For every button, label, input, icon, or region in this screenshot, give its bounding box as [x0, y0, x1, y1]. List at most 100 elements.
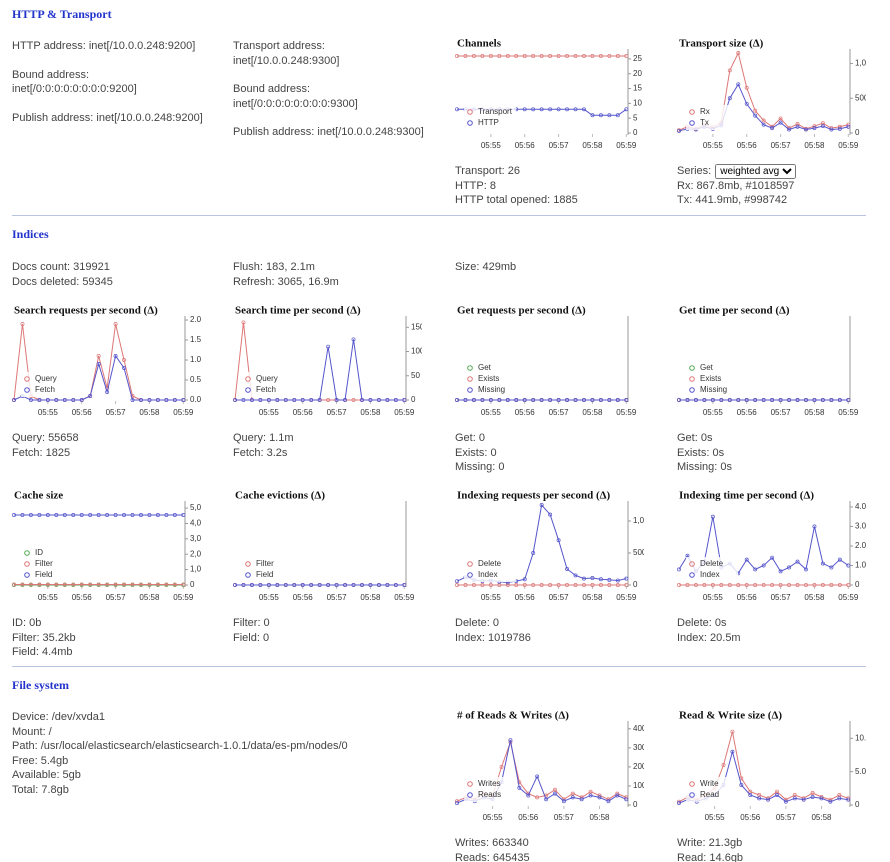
data-point [522, 107, 527, 112]
data-point [570, 791, 575, 796]
stat-line: HTTP total opened: 1885 [455, 194, 578, 206]
data-point [376, 583, 381, 587]
y-tick-label: 0 [190, 580, 195, 589]
data-point [164, 398, 169, 402]
stat-line: Write: 21.3gb [677, 837, 743, 849]
stat-line: Query: 55658 [12, 432, 79, 444]
chart-stats: Get: 0s Exists: 0s Missing: 0s [677, 431, 732, 475]
data-point [829, 583, 834, 587]
info-line: Publish address: inet[/10.0.0.248:9200] [12, 111, 203, 124]
y-tick-label: 150 [411, 322, 422, 331]
y-tick-label: 2.0 [855, 541, 866, 550]
data-point [677, 799, 681, 804]
y-tick-label: 1.5 [190, 335, 201, 344]
data-point [505, 54, 510, 58]
info-line: Total: 7.8gb [12, 783, 69, 796]
legend-marker [467, 365, 473, 371]
data-point [266, 583, 271, 587]
data-point [837, 583, 842, 587]
x-tick-label: 05:55 [483, 813, 504, 822]
info-line: inet[/10.0.0.248:9300] [233, 54, 340, 67]
data-point [607, 583, 612, 587]
data-point [727, 68, 732, 73]
legend-label: ID [35, 548, 43, 557]
data-point [598, 583, 603, 587]
x-tick-label: 05:58 [582, 141, 603, 150]
chart: Search time per second (Δ) 0 50 100 150 05:55… [233, 305, 422, 417]
stat-line: Get: 0 [455, 432, 485, 444]
data-point [463, 54, 468, 58]
data-point [795, 583, 800, 587]
data-point [812, 126, 817, 131]
stat-line: Exists: 0 [455, 446, 497, 459]
y-tick-label: 0 [855, 580, 860, 589]
data-point [820, 398, 825, 402]
data-point [147, 398, 152, 402]
y-tick-label: 1,000 [633, 516, 644, 525]
legend-label: Field [256, 570, 273, 579]
data-point [539, 503, 544, 507]
data-point [497, 54, 502, 58]
data-point [393, 583, 398, 587]
data-point [471, 583, 476, 587]
data-point [812, 398, 817, 402]
data-point [736, 82, 741, 87]
data-point [565, 398, 569, 402]
data-point [615, 113, 620, 118]
data-point [615, 398, 620, 402]
data-point [517, 785, 522, 790]
data-point [522, 398, 527, 402]
legend-label: Exists [478, 374, 499, 383]
data-point [787, 565, 791, 570]
data-point [597, 795, 602, 800]
data-point [292, 583, 297, 587]
stat-line: Tx: 441.9mb, #998742 [677, 194, 788, 206]
data-point [828, 799, 833, 804]
data-point [360, 398, 364, 402]
legend-label: Fetch [256, 385, 276, 394]
data-point [624, 583, 629, 587]
data-point [624, 576, 629, 581]
data-point [548, 54, 553, 58]
series-select[interactable]: weighted avg [715, 164, 797, 179]
data-point [624, 797, 629, 802]
data-point [561, 799, 566, 804]
legend-marker [245, 572, 251, 578]
info-line: Path: /usr/local/elasticsearch/elasticse… [12, 740, 348, 752]
chart-title: Get time per second (Δ) [679, 305, 790, 317]
chart-title: Read & Write size (Δ) [679, 710, 782, 722]
data-point [795, 122, 800, 126]
data-point [770, 398, 775, 402]
data-point [753, 108, 758, 113]
data-point [598, 577, 603, 582]
data-point [249, 583, 254, 587]
y-tick-label: 0 [855, 800, 860, 809]
data-point [12, 582, 16, 587]
legend-box [21, 372, 73, 397]
y-tick-label: 1.0 [190, 355, 201, 364]
stat-line: Writes: 663340 [455, 837, 529, 849]
stat-line: Reads: 645435 [455, 851, 530, 862]
legend-label: Get [478, 363, 492, 372]
data-point [181, 582, 186, 587]
x-tick-label: 05:56 [72, 408, 93, 417]
data-point [730, 729, 735, 734]
info-block: Docs count: 319921 Docs deleted: 59345 [12, 260, 113, 303]
data-point [795, 559, 800, 564]
data-point [455, 54, 459, 58]
data-point [522, 583, 527, 587]
data-point [233, 583, 237, 587]
data-point [275, 398, 280, 402]
data-point [556, 107, 561, 112]
stat-line: ID: 0b [12, 617, 42, 629]
info-group: HTTP address: inet[/10.0.0.248:9200] [12, 39, 203, 54]
data-point [37, 513, 42, 517]
data-point [471, 54, 476, 58]
section-title: File system [12, 678, 69, 692]
y-tick-label: 0 [855, 128, 860, 137]
data-point [96, 513, 101, 517]
legend-marker [24, 387, 30, 393]
data-point [309, 398, 314, 402]
legend-label: Filter [256, 559, 274, 568]
info-block: Transport address: inet[/10.0.0.248:9300]… [233, 39, 424, 154]
